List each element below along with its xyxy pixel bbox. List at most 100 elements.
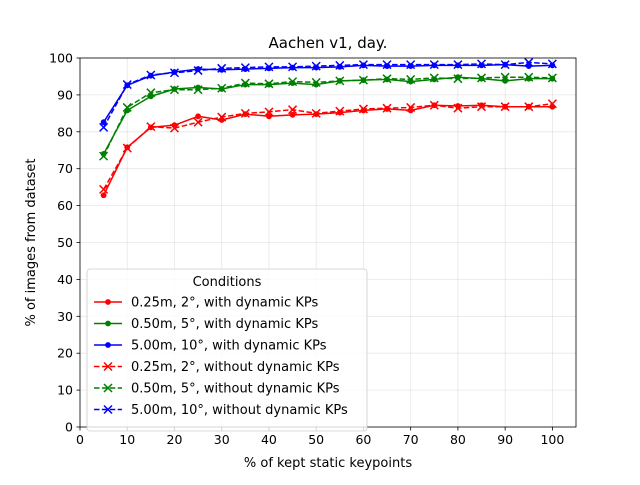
- data-point: [169, 68, 180, 78]
- x-tick-label: 100: [540, 432, 564, 447]
- y-tick-label: 30: [57, 309, 73, 324]
- data-point: [169, 123, 180, 133]
- series-group: [99, 72, 557, 161]
- data-point: [99, 151, 109, 161]
- data-point: [476, 102, 487, 112]
- data-point: [100, 192, 107, 199]
- data-point: [240, 108, 250, 118]
- series-line: [102, 63, 553, 123]
- x-tick-label: 60: [355, 432, 371, 447]
- data-point: [122, 143, 132, 153]
- data-point: [524, 57, 534, 67]
- data-point: [406, 60, 416, 70]
- data-point: [406, 74, 416, 84]
- series-line: [102, 103, 553, 190]
- data-point: [335, 106, 345, 116]
- series-line: [102, 104, 553, 196]
- data-point: [193, 117, 203, 127]
- data-point: [476, 73, 487, 83]
- plot-series: [99, 57, 557, 199]
- x-tick-label: 80: [450, 432, 466, 447]
- legend-item: 0.50m, 5°, with dynamic KPs: [94, 317, 318, 332]
- y-tick-label: 90: [57, 87, 73, 102]
- legend-box: [86, 268, 368, 432]
- y-tick-label: 20: [57, 346, 73, 361]
- legend-title: Conditions: [193, 275, 262, 290]
- legend-item: 5.00m, 10°, with dynamic KPs: [94, 339, 327, 354]
- legend-label: 5.00m, 10°, with dynamic KPs: [131, 339, 327, 354]
- data-point: [240, 63, 250, 73]
- data-point: [264, 107, 274, 117]
- data-point: [266, 113, 272, 120]
- data-point: [105, 299, 111, 305]
- data-point: [335, 60, 345, 70]
- x-tick-label: 20: [167, 432, 183, 447]
- data-point: [193, 85, 203, 95]
- data-point: [122, 80, 132, 90]
- series-group: [99, 57, 557, 132]
- data-point: [335, 76, 345, 86]
- data-point: [146, 88, 156, 98]
- data-point: [217, 83, 227, 93]
- data-point: [289, 111, 296, 118]
- y-tick-label: 50: [57, 235, 73, 250]
- data-point: [311, 77, 321, 87]
- legend-item: 0.50m, 5°, without dynamic KPs: [94, 382, 340, 397]
- data-point: [500, 102, 510, 112]
- chart-title: Aachen v1, day.: [269, 34, 388, 52]
- legend-label: 5.00m, 10°, without dynamic KPs: [131, 403, 348, 418]
- data-point: [105, 342, 111, 348]
- y-tick-label: 100: [49, 51, 73, 66]
- data-point: [524, 72, 534, 82]
- data-point: [146, 122, 156, 132]
- data-point: [358, 104, 368, 114]
- data-point: [476, 59, 487, 69]
- data-point: [99, 122, 109, 132]
- legend-item: 0.25m, 2°, without dynamic KPs: [94, 360, 340, 375]
- data-point: [147, 93, 154, 100]
- legend-item: 0.25m, 2°, with dynamic KPs: [94, 296, 318, 311]
- y-tick-label: 0: [65, 420, 73, 435]
- data-point: [358, 60, 368, 70]
- x-tick-label: 10: [119, 432, 135, 447]
- series-line: [102, 76, 553, 155]
- legend-label: 0.25m, 2°, with dynamic KPs: [131, 296, 318, 311]
- data-point: [105, 320, 111, 327]
- data-point: [382, 60, 392, 70]
- legend-label: 0.50m, 5°, without dynamic KPs: [131, 382, 340, 397]
- data-point: [99, 184, 109, 194]
- data-point: [453, 60, 463, 70]
- data-point: [547, 59, 557, 69]
- data-point: [500, 60, 510, 70]
- data-point: [547, 99, 557, 109]
- data-point: [500, 72, 510, 82]
- data-point: [453, 74, 463, 84]
- x-axis-label: % of kept static keypoints: [244, 456, 412, 471]
- legend-item: 5.00m, 10°, without dynamic KPs: [94, 403, 348, 418]
- data-point: [525, 63, 532, 70]
- legend-label: 0.50m, 5°, with dynamic KPs: [131, 317, 318, 332]
- data-point: [311, 108, 321, 118]
- data-point: [264, 79, 274, 89]
- data-point: [288, 105, 298, 115]
- data-point: [103, 361, 113, 372]
- y-tick-label: 60: [57, 198, 73, 213]
- data-point: [311, 61, 321, 71]
- data-point: [429, 73, 439, 83]
- data-point: [100, 119, 107, 126]
- y-tick-label: 10: [57, 383, 73, 398]
- data-point: [358, 75, 368, 85]
- y-tick-label: 40: [57, 272, 73, 287]
- data-point: [103, 383, 113, 393]
- data-point: [217, 112, 227, 122]
- y-axis-label: % of images from dataset: [24, 158, 39, 326]
- data-point: [169, 85, 180, 95]
- data-point: [288, 62, 298, 72]
- x-tick-label: 70: [403, 432, 419, 447]
- y-tick-label: 70: [57, 161, 73, 176]
- x-tick-label: 40: [261, 432, 277, 447]
- data-point: [382, 103, 392, 113]
- x-tick-label: 50: [308, 432, 324, 447]
- data-point: [195, 113, 201, 120]
